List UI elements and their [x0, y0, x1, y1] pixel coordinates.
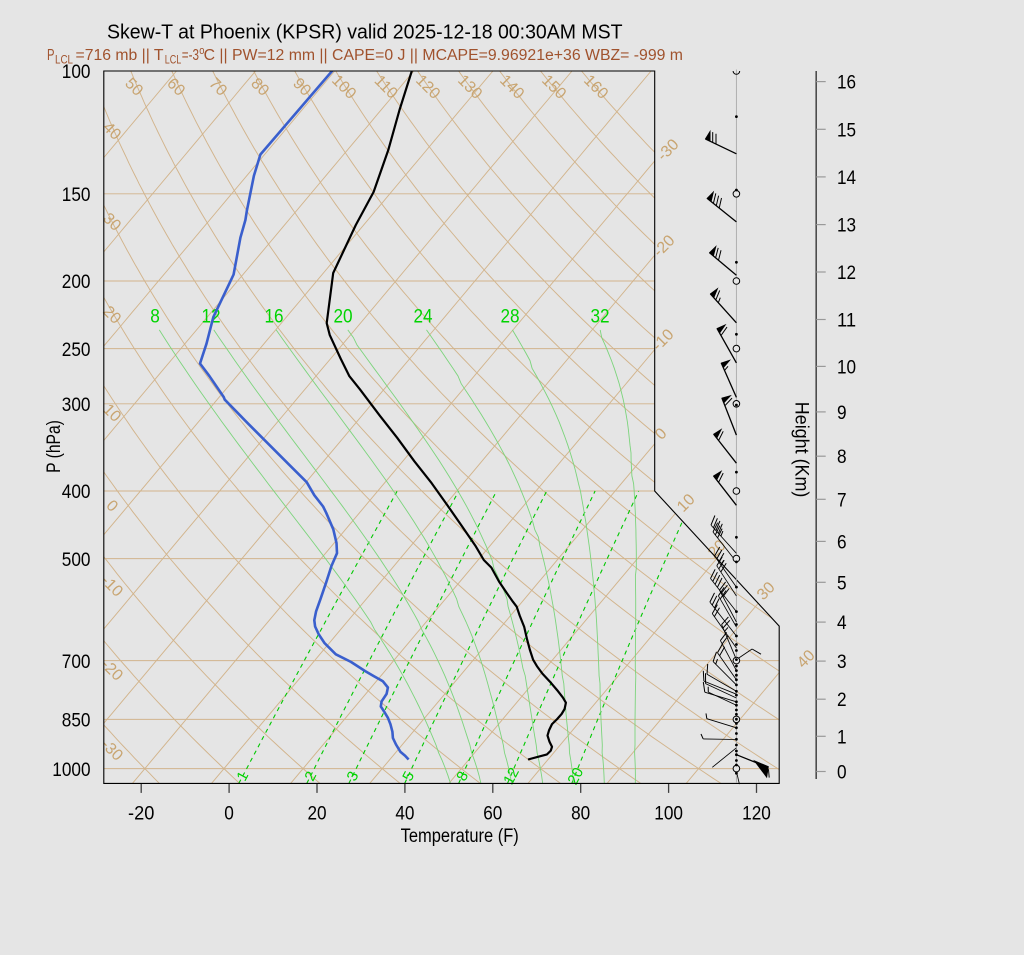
svg-text:3: 3 [837, 651, 847, 673]
svg-text:850: 850 [62, 710, 91, 732]
svg-text:250: 250 [62, 339, 91, 361]
svg-text:40: 40 [395, 803, 414, 825]
svg-text:10: 10 [837, 356, 856, 378]
svg-text:8: 8 [837, 446, 847, 468]
svg-text:2: 2 [837, 689, 847, 711]
svg-text:9: 9 [837, 402, 847, 424]
svg-text:16: 16 [837, 72, 856, 94]
svg-text:LCL: LCL [55, 54, 74, 66]
svg-text:5: 5 [837, 572, 847, 594]
svg-text:24: 24 [413, 306, 432, 328]
svg-text:14: 14 [837, 167, 856, 189]
svg-text:P: P [47, 47, 55, 64]
svg-text:16: 16 [264, 306, 283, 328]
svg-text:P (hPa): P (hPa) [44, 420, 65, 473]
svg-text:13: 13 [837, 215, 856, 237]
svg-text:7: 7 [837, 489, 847, 511]
svg-text:120: 120 [742, 803, 771, 825]
svg-text:8: 8 [150, 306, 160, 328]
svg-text:4: 4 [837, 612, 847, 634]
svg-text:700: 700 [62, 651, 91, 673]
svg-text:12: 12 [837, 262, 856, 284]
svg-text:11: 11 [837, 310, 856, 332]
svg-text:Temperature (F): Temperature (F) [401, 825, 519, 847]
svg-text:Height (Km): Height (Km) [791, 402, 812, 498]
svg-text:32: 32 [590, 306, 609, 328]
svg-text:80: 80 [571, 803, 590, 825]
svg-text:C || PW=12 mm || CAPE=0 J || M: C || PW=12 mm || CAPE=0 J || MCAPE=9.969… [204, 47, 683, 64]
svg-text:1000: 1000 [52, 759, 90, 781]
svg-text:0: 0 [224, 803, 234, 825]
svg-text:1: 1 [837, 726, 847, 748]
svg-text:6: 6 [837, 531, 847, 553]
svg-text:=-3: =-3 [182, 47, 199, 64]
svg-text:60: 60 [483, 803, 502, 825]
svg-text:20: 20 [333, 306, 352, 328]
svg-text:100: 100 [654, 803, 683, 825]
svg-text:0: 0 [837, 762, 847, 784]
svg-text:500: 500 [62, 549, 91, 571]
svg-text:300: 300 [62, 394, 91, 416]
svg-text:28: 28 [500, 306, 519, 328]
svg-text:200: 200 [62, 271, 91, 293]
svg-text:=716 mb || T: =716 mb || T [76, 47, 165, 64]
svg-text:150: 150 [62, 184, 91, 206]
svg-text:15: 15 [837, 119, 856, 141]
svg-text:-20: -20 [128, 803, 154, 825]
svg-text:LCL: LCL [165, 54, 182, 66]
svg-text:400: 400 [62, 481, 91, 503]
svg-text:Skew-T at Phoenix (KPSR) valid: Skew-T at Phoenix (KPSR) valid 2025-12-1… [107, 21, 623, 43]
svg-text:20: 20 [307, 803, 326, 825]
